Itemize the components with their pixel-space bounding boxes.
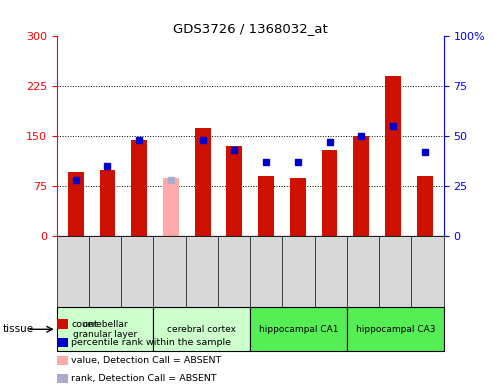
- Bar: [258, 176, 274, 236]
- Bar: [417, 176, 432, 236]
- Bar: [385, 76, 401, 236]
- Text: rank, Detection Call = ABSENT: rank, Detection Call = ABSENT: [71, 374, 217, 383]
- Bar: [100, 170, 115, 236]
- Title: GDS3726 / 1368032_at: GDS3726 / 1368032_at: [173, 22, 327, 35]
- Bar: [131, 140, 147, 236]
- Text: tissue: tissue: [2, 324, 34, 334]
- Text: count: count: [71, 320, 98, 329]
- Bar: [226, 146, 242, 236]
- Text: percentile rank within the sample: percentile rank within the sample: [71, 338, 232, 347]
- Text: cerebellar
granular layer: cerebellar granular layer: [73, 319, 137, 339]
- Bar: [68, 172, 84, 236]
- Text: hippocampal CA3: hippocampal CA3: [355, 325, 435, 334]
- Bar: [163, 177, 179, 236]
- Text: cerebral cortex: cerebral cortex: [167, 325, 236, 334]
- Text: hippocampal CA1: hippocampal CA1: [259, 325, 338, 334]
- Bar: [290, 177, 306, 236]
- Text: value, Detection Call = ABSENT: value, Detection Call = ABSENT: [71, 356, 222, 365]
- Bar: [321, 150, 337, 236]
- Bar: [195, 128, 211, 236]
- Bar: [353, 136, 369, 236]
